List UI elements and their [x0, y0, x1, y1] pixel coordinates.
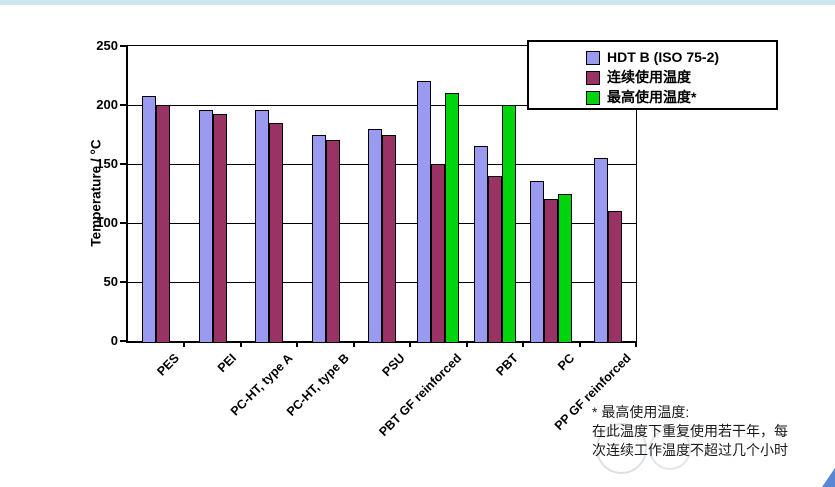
bar-max-use [445, 93, 460, 343]
bar-continuous-use [382, 134, 396, 343]
bar-hdtb [198, 109, 213, 343]
bar-continuous-use [156, 105, 171, 343]
y-tick-label-250: 250 [96, 38, 118, 53]
y-axis-tick-250 [120, 45, 128, 47]
x-axis-tick [296, 341, 299, 347]
bar-continuous-use [212, 114, 227, 343]
y-axis-tick-100 [120, 222, 128, 224]
bar-continuous-use [269, 122, 284, 343]
legend-label-continuous-use: 连续使用温度 [607, 69, 691, 85]
y-tick-label-100: 100 [96, 215, 118, 230]
category-label-pei: PEI [214, 351, 239, 376]
legend-item-max-use: 最高使用温度* [586, 89, 776, 106]
bar-hdtb [417, 81, 432, 343]
gridline-200 [128, 105, 636, 106]
y-tick-label-0: 0 [110, 333, 118, 348]
bar-continuous-use [607, 211, 622, 343]
footnote-line-1: * 最高使用温度: [592, 404, 690, 420]
legend-item-hdtb: HDT B (ISO 75-2) [586, 49, 776, 66]
footnote-line-3: 次连续工作温度不超过几个小时 [592, 442, 788, 458]
bar-hdtb [142, 95, 157, 343]
category-label-pbt: PBT [493, 351, 521, 379]
x-axis-tick [352, 341, 355, 347]
bar-hdtb [530, 180, 545, 343]
bar-hdtb [255, 109, 270, 343]
bar-continuous-use [544, 199, 559, 343]
bar-continuous-use [487, 175, 502, 343]
y-tick-label-200: 200 [96, 97, 118, 112]
category-label-psu: PSU [379, 351, 408, 380]
y-axis-tick-0 [120, 340, 128, 342]
bar-hdtb [368, 128, 382, 343]
bar-max-use [501, 105, 516, 343]
y-tick-label-50: 50 [103, 274, 118, 289]
bar-hdtb [593, 158, 608, 343]
bar-continuous-use [431, 164, 446, 343]
y-axis-tick-200 [120, 104, 128, 106]
x-axis-tick [465, 341, 468, 347]
x-axis-tick [635, 341, 637, 347]
bar-continuous-use [325, 140, 340, 343]
legend-label-hdtb: HDT B (ISO 75-2) [607, 49, 720, 65]
bar-hdtb [473, 146, 488, 343]
y-axis-tick-150 [120, 163, 128, 165]
legend-label-max-use: 最高使用温度* [607, 89, 697, 105]
watermark-ring [596, 423, 647, 474]
bar-hdtb [311, 134, 326, 343]
corner-watermark-fragment [822, 468, 835, 487]
legend-swatch-hdtb-icon [586, 50, 600, 65]
y-tick-label-150: 150 [96, 156, 118, 171]
x-axis-tick [239, 341, 242, 347]
x-axis-tick [409, 341, 412, 347]
legend: HDT B (ISO 75-2) 连续使用温度 最高使用温度* [527, 40, 778, 110]
bar-max-use [558, 193, 573, 343]
category-label-pes: PES [154, 351, 183, 379]
x-axis-tick [522, 341, 525, 347]
legend-swatch-max-use-icon [586, 90, 600, 105]
category-label-pc: PC [555, 351, 578, 374]
watermark-ring [649, 428, 691, 470]
x-axis-tick [578, 341, 581, 347]
footnote: * 最高使用温度: 在此温度下重复使用若干年，每 次连续工作温度不超过几个小时 [592, 403, 788, 460]
footnote-line-2: 在此温度下重复使用若干年，每 [592, 423, 788, 439]
x-axis-tick [183, 341, 186, 347]
top-strip-decoration [0, 0, 835, 5]
legend-swatch-continuous-use-icon [586, 70, 600, 85]
y-axis-tick-50 [120, 281, 128, 283]
legend-item-continuous-use: 连续使用温度 [586, 69, 776, 86]
